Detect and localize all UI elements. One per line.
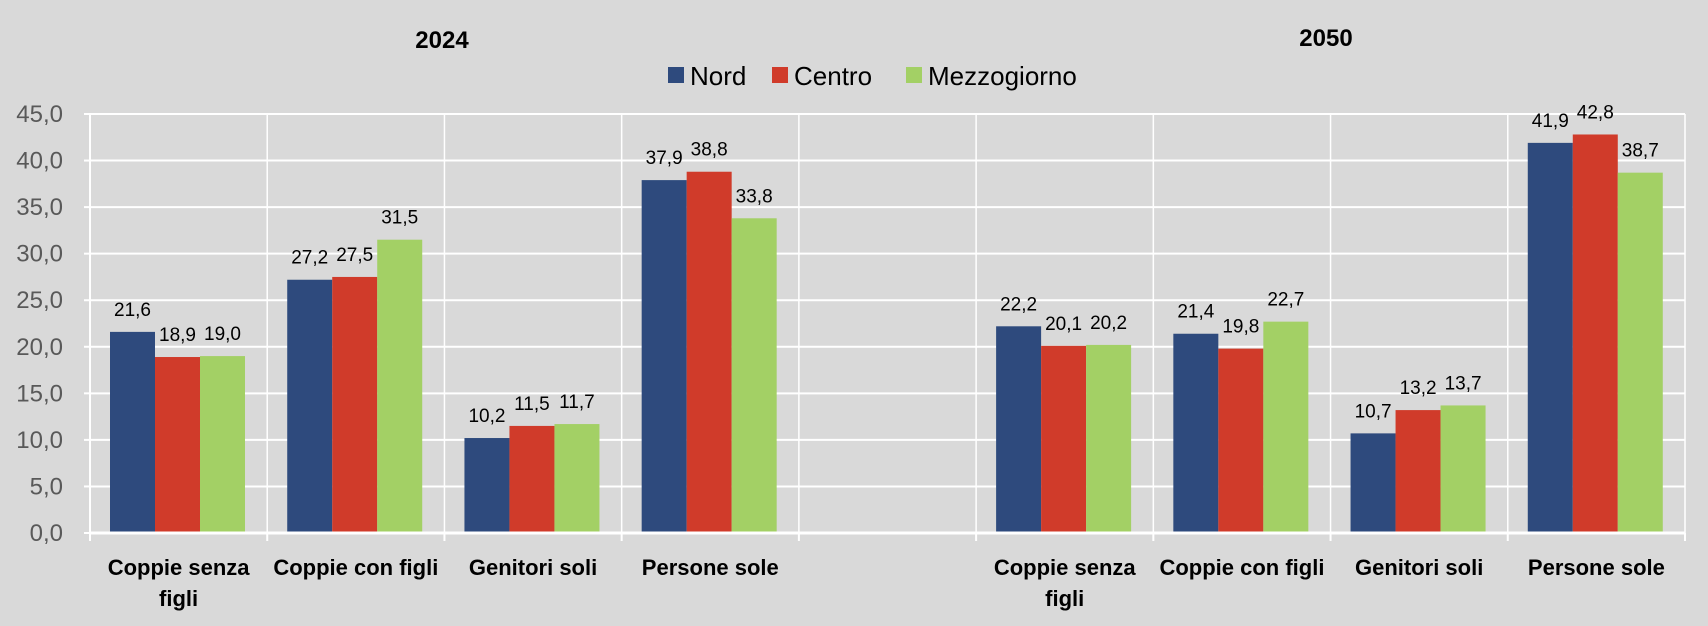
y-tick-label: 40,0 <box>16 148 63 175</box>
data-label: 31,5 <box>381 208 418 229</box>
legend-label-nord: Nord <box>690 61 746 91</box>
y-tick-label: 0,0 <box>30 520 63 547</box>
data-label: 21,6 <box>114 300 151 321</box>
legend-swatch-mezzogiorno <box>906 67 922 83</box>
data-label: 11,7 <box>559 392 595 413</box>
y-tick-label: 5,0 <box>30 473 63 500</box>
data-label: 10,2 <box>468 406 505 427</box>
bar-centro <box>155 357 200 533</box>
category-label: figli <box>1045 586 1084 611</box>
bar-centro <box>1395 410 1441 533</box>
data-label: 22,7 <box>1267 290 1304 311</box>
axes <box>84 113 1686 541</box>
y-tick-label: 25,0 <box>16 287 63 314</box>
legend-swatch-centro <box>772 67 788 83</box>
data-label: 33,8 <box>736 186 773 207</box>
bar-nord <box>287 279 333 533</box>
bar-centro <box>1572 134 1618 534</box>
bar-nord <box>110 331 155 533</box>
category-label: Genitori soli <box>469 555 597 580</box>
legend-label-centro: Centro <box>794 61 872 91</box>
bar-mezzogiorno <box>1263 321 1309 533</box>
bar-centro <box>686 171 732 533</box>
data-label: 27,5 <box>336 245 373 266</box>
data-label: 42,8 <box>1577 102 1614 123</box>
category-labels: Coppie senza figli Coppie con figli Genitor… <box>108 555 1665 611</box>
category-label: Persone sole <box>1528 555 1665 580</box>
data-label: 10,7 <box>1355 401 1392 422</box>
data-label: 13,7 <box>1445 373 1482 394</box>
bar-mezzogiorno <box>1440 405 1486 533</box>
data-label: 20,1 <box>1045 314 1082 335</box>
bar-nord <box>1173 333 1219 533</box>
category-label: Persone sole <box>642 555 779 580</box>
y-tick-labels: 0,0 5,0 10,0 15,0 20,0 25,0 30,0 35,0 40,0 45,0 <box>16 101 63 547</box>
group-title-2024: 2024 <box>415 27 469 54</box>
data-label: 18,9 <box>159 325 196 346</box>
category-label: figli <box>159 586 198 611</box>
y-tick-label: 45,0 <box>16 101 63 128</box>
data-label: 19,0 <box>204 324 241 345</box>
bar-nord <box>996 326 1042 533</box>
category-label: Genitori soli <box>1355 555 1483 580</box>
data-label: 41,9 <box>1532 111 1569 132</box>
bar-nord <box>1350 433 1396 533</box>
category-label: Coppie con figli <box>273 555 438 580</box>
category-label: Coppie con figli <box>1159 555 1324 580</box>
data-label: 21,4 <box>1177 302 1214 323</box>
bar-nord <box>1527 142 1573 533</box>
y-tick-label: 35,0 <box>16 194 63 221</box>
legend: Nord Centro Mezzogiorno <box>668 61 1077 91</box>
data-label: 19,8 <box>1222 317 1259 338</box>
data-label: 13,2 <box>1400 378 1437 399</box>
bar-nord <box>464 438 510 533</box>
group-title-2050: 2050 <box>1299 25 1352 52</box>
bar-nord <box>641 180 687 533</box>
bar-centro <box>509 425 555 533</box>
y-tick-label: 30,0 <box>16 241 63 268</box>
bar-mezzogiorno <box>200 356 245 533</box>
bar-mezzogiorno <box>1086 344 1132 533</box>
bars <box>110 134 1663 534</box>
bar-centro <box>1041 345 1087 533</box>
bar-centro <box>332 276 378 533</box>
data-label: 22,2 <box>1000 294 1037 315</box>
data-label: 20,2 <box>1090 313 1127 334</box>
category-label: Coppie senza <box>994 555 1137 580</box>
data-label: 38,7 <box>1622 141 1659 162</box>
data-label: 37,9 <box>646 148 683 169</box>
legend-swatch-nord <box>668 67 684 83</box>
bar-mezzogiorno <box>377 239 423 533</box>
bar-mezzogiorno <box>554 424 600 533</box>
bar-mezzogiorno <box>1617 172 1663 533</box>
y-tick-label: 10,0 <box>16 427 63 454</box>
data-labels: 21,6 27,2 10,2 37,9 22,2 21,4 10,7 41,9 18,9 27,5… <box>114 102 1659 427</box>
legend-label-mezzogiorno: Mezzogiorno <box>928 61 1077 91</box>
y-tick-label: 20,0 <box>16 334 63 361</box>
bar-mezzogiorno <box>731 218 777 534</box>
data-label: 11,5 <box>514 394 550 415</box>
category-label: Coppie senza <box>108 555 251 580</box>
y-tick-label: 15,0 <box>16 380 63 407</box>
bar-centro <box>1218 348 1264 533</box>
data-label: 38,8 <box>691 140 728 161</box>
data-label: 27,2 <box>291 248 328 269</box>
